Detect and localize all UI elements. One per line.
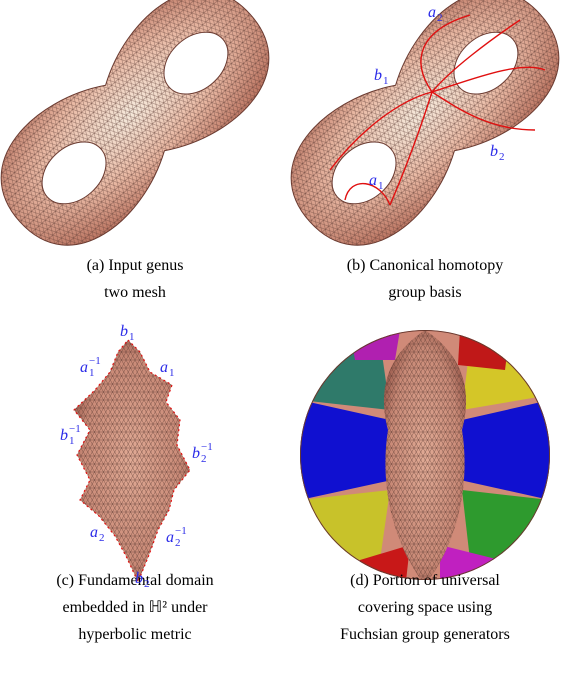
label-base: a — [428, 4, 436, 21]
caption-line: (b) Canonical homotopy — [347, 257, 503, 274]
label-sub: 1 — [89, 367, 95, 379]
label-sub: 2 — [437, 12, 443, 24]
label-sub: 2 — [99, 532, 105, 544]
caption-line: hyperbolic metric — [78, 626, 191, 643]
label-base: b — [490, 143, 498, 160]
label-base: b — [135, 570, 143, 587]
caption-line: (d) Portion of universal — [350, 572, 500, 589]
label-sub: 2 — [201, 453, 207, 465]
label-base: a — [160, 359, 168, 376]
label-base: b — [374, 67, 382, 84]
label-sub: 2 — [175, 537, 181, 549]
covering-space — [300, 330, 550, 590]
caption-line: (a) Input genus — [87, 257, 184, 274]
caption-line: embedded in ℍ² under — [62, 599, 208, 616]
caption-line: two mesh — [104, 284, 166, 301]
label-sup: −1 — [69, 423, 81, 435]
caption-line: Fuchsian group generators — [340, 626, 510, 643]
label-sub: 2 — [499, 151, 505, 163]
label-base: a — [90, 524, 98, 541]
label-sub: 1 — [378, 180, 384, 192]
caption-line: group basis — [388, 284, 461, 301]
page: (a) Input genus two mesh (b) Canonical hom… — [0, 0, 566, 693]
label-base: a — [369, 172, 377, 189]
label-base: a — [80, 359, 88, 376]
label-sup: −1 — [89, 355, 101, 367]
label-sup: −1 — [175, 525, 187, 537]
homotopy-basis-mesh — [265, 0, 566, 272]
label-sub: 2 — [144, 578, 150, 590]
label-sub: 1 — [169, 367, 175, 379]
label-base: a — [166, 529, 174, 546]
label-base: b — [192, 445, 200, 462]
figure: (a) Input genus two mesh (b) Canonical hom… — [0, 0, 566, 693]
label-sub: 1 — [129, 331, 135, 343]
label-sup: −1 — [201, 441, 213, 453]
label-sub: 1 — [383, 75, 389, 87]
caption-line: covering space using — [358, 599, 492, 616]
label-base: b — [120, 323, 128, 340]
label-base: b — [60, 427, 68, 444]
label-sub: 1 — [69, 435, 75, 447]
genus-two-mesh — [0, 0, 295, 272]
